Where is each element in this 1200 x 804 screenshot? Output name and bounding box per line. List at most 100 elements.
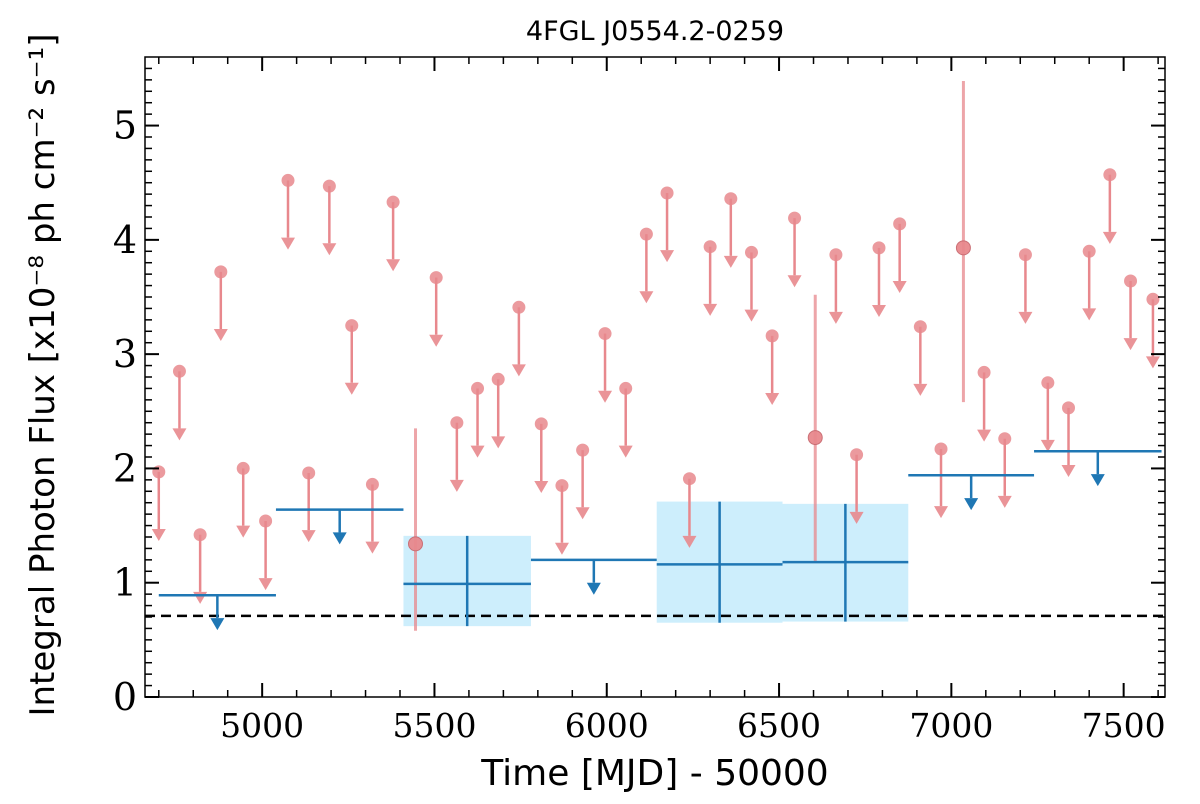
long-upper-limit-arrow (964, 498, 979, 511)
short-upper-limit-arrow (997, 495, 1012, 508)
x-tick-label: 6000 (565, 706, 649, 745)
short-point (872, 241, 886, 255)
short-point (598, 327, 612, 341)
short-point (619, 381, 633, 395)
short-point (639, 227, 653, 241)
short-point (788, 211, 802, 225)
plot-area: 5000 5500 6000 6500 7000 7500 0 1 2 3 4 5 (113, 56, 1166, 745)
short-upper-limit-arrow (1040, 439, 1055, 452)
short-point (977, 365, 991, 379)
short-point (450, 416, 464, 430)
short-upper-limit-arrow (491, 436, 506, 449)
short-upper-limit-arrow (386, 259, 401, 272)
short-point (660, 186, 674, 200)
short-upper-limit-arrow (258, 578, 273, 591)
y-tick-label: 5 (113, 104, 137, 148)
short-upper-limit-arrow (871, 305, 886, 317)
short-point (172, 364, 186, 378)
short-point (236, 461, 250, 475)
short-upper-limit-arrow (703, 303, 718, 316)
short-point (512, 300, 526, 314)
short-point (1124, 274, 1138, 288)
short-point (386, 195, 400, 209)
y-tick-label: 2 (113, 446, 137, 490)
short-point (193, 528, 207, 542)
short-point (829, 248, 843, 262)
chart-title: 4FGL J0554.2-0259 (526, 16, 784, 47)
short-point (576, 443, 590, 457)
short-upper-limit-arrow (213, 329, 228, 341)
long-upper-limit-arrow (210, 618, 225, 631)
short-point (703, 240, 717, 254)
short-upper-limit-arrow (977, 429, 992, 442)
short-point (1018, 248, 1032, 262)
short-upper-limit-arrow (1102, 231, 1117, 244)
short-upper-limit-arrow (1018, 311, 1033, 324)
short-point (1082, 244, 1096, 258)
short-upper-limit-arrow (449, 479, 464, 492)
short-detection-point (807, 430, 823, 446)
short-upper-limit-arrow (682, 535, 697, 548)
short-point (724, 192, 738, 206)
y-axis-label: Integral Photon Flux [x10⁻⁸ ph cm⁻² s⁻¹] (23, 33, 63, 716)
short-upper-limit-arrow (765, 393, 780, 405)
plot-frame (144, 56, 1166, 698)
short-upper-limit-arrow (639, 291, 654, 304)
short-point (152, 465, 166, 479)
short-upper-limit-arrow (470, 445, 485, 458)
short-point (345, 319, 359, 333)
short-point (491, 372, 505, 386)
y-tick-label: 1 (113, 561, 137, 605)
short-point (302, 466, 316, 480)
short-point (1062, 401, 1076, 415)
short-upper-limit-arrow (365, 541, 380, 554)
x-tick-label: 5500 (392, 706, 476, 745)
short-upper-limit-arrow (892, 281, 907, 293)
short-upper-limit-arrow (723, 255, 738, 268)
short-upper-limit-arrow (1082, 308, 1097, 321)
short-point (429, 271, 443, 285)
short-point (555, 479, 569, 493)
short-point (281, 173, 295, 187)
short-point (534, 417, 548, 431)
short-point (913, 320, 927, 334)
short-upper-limit-arrow (1145, 356, 1160, 369)
short-upper-limit-arrow (534, 481, 549, 493)
x-tick-label: 7500 (1082, 706, 1166, 745)
x-tick-label: 5000 (220, 706, 304, 745)
short-upper-limit-arrow (828, 311, 843, 324)
short-upper-limit-arrow (744, 309, 759, 322)
short-upper-limit-arrow (575, 507, 590, 520)
short-detection-point (955, 240, 971, 256)
y-tick-label: 0 (113, 675, 137, 719)
short-upper-limit-arrow (344, 382, 359, 395)
short-point (1103, 168, 1117, 182)
short-upper-limit-arrow (787, 275, 802, 288)
short-upper-limit-arrow (618, 445, 633, 458)
short-point (1041, 376, 1055, 390)
long-upper-limit-arrow (586, 582, 601, 595)
short-point (850, 448, 864, 462)
x-tick-label: 7000 (909, 706, 993, 745)
short-point (322, 179, 336, 193)
short-point (471, 381, 485, 395)
short-upper-limit-arrow (172, 428, 187, 441)
short-point (744, 245, 758, 259)
long-upper-limit-arrow (1090, 474, 1105, 487)
x-axis-label: Time [MJD] - 50000 (480, 753, 828, 794)
short-upper-limit-arrow (151, 529, 166, 541)
x-tick-label: 6500 (737, 706, 821, 745)
long-upper-limit-arrow (332, 532, 347, 545)
short-upper-limit-arrow (598, 390, 613, 403)
short-upper-limit-arrow (429, 334, 444, 347)
short-upper-limit-arrow (322, 243, 337, 256)
short-upper-limit-arrow (1123, 338, 1138, 351)
y-tick-label: 4 (113, 218, 137, 262)
short-point (1146, 292, 1160, 306)
short-point (682, 472, 696, 486)
short-point (259, 514, 273, 528)
short-point (214, 265, 228, 279)
short-upper-limit-arrow (554, 542, 569, 555)
